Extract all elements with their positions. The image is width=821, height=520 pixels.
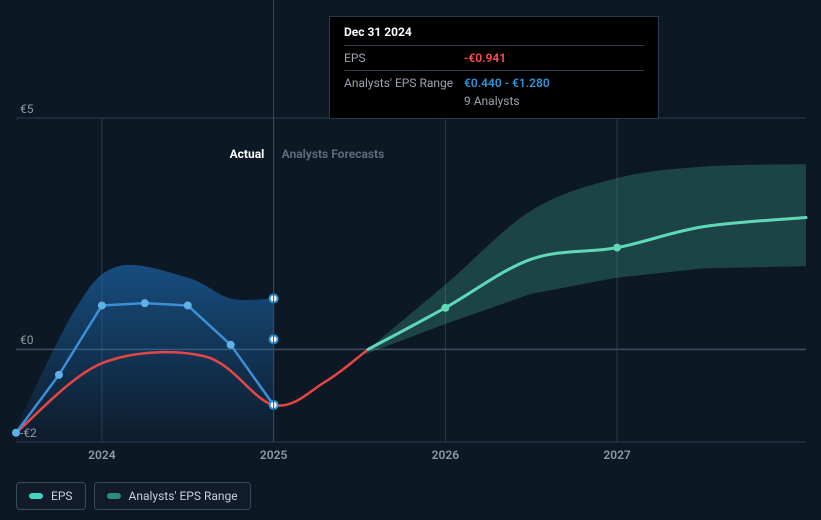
forecast-label: Analysts Forecasts	[282, 147, 385, 161]
legend-item-eps[interactable]: EPS	[16, 482, 86, 510]
actual-label: Actual	[230, 147, 265, 161]
eps-chart: €5 €0 -€2 2024 2025 2026 2027 Actual Ana…	[0, 0, 821, 520]
y-tick-label: -€2	[20, 426, 37, 440]
legend-item-range[interactable]: Analysts' EPS Range	[94, 482, 251, 510]
legend-label: Analysts' EPS Range	[129, 489, 238, 503]
legend-label: EPS	[51, 489, 73, 503]
tooltip-date: Dec 31 2024	[344, 25, 644, 39]
x-tick-label: 2027	[603, 448, 630, 462]
hover-tooltip: Dec 31 2024 EPS -€0.941 Analysts' EPS Ra…	[329, 16, 659, 119]
tooltip-range-value: €0.440 - €1.280	[464, 76, 550, 90]
tooltip-analysts-count: 9 Analysts	[344, 94, 644, 108]
chart-legend: EPS Analysts' EPS Range	[16, 482, 251, 510]
tooltip-range-label: Analysts' EPS Range	[344, 76, 464, 90]
legend-swatch	[29, 493, 43, 499]
x-tick-label: 2024	[88, 448, 115, 462]
y-tick-label: €5	[20, 102, 34, 116]
y-tick-label: €0	[20, 333, 34, 347]
tooltip-eps-value: -€0.941	[464, 51, 506, 65]
x-tick-label: 2025	[260, 448, 287, 462]
legend-swatch	[107, 493, 121, 499]
tooltip-eps-label: EPS	[344, 51, 464, 65]
x-tick-label: 2026	[432, 448, 459, 462]
